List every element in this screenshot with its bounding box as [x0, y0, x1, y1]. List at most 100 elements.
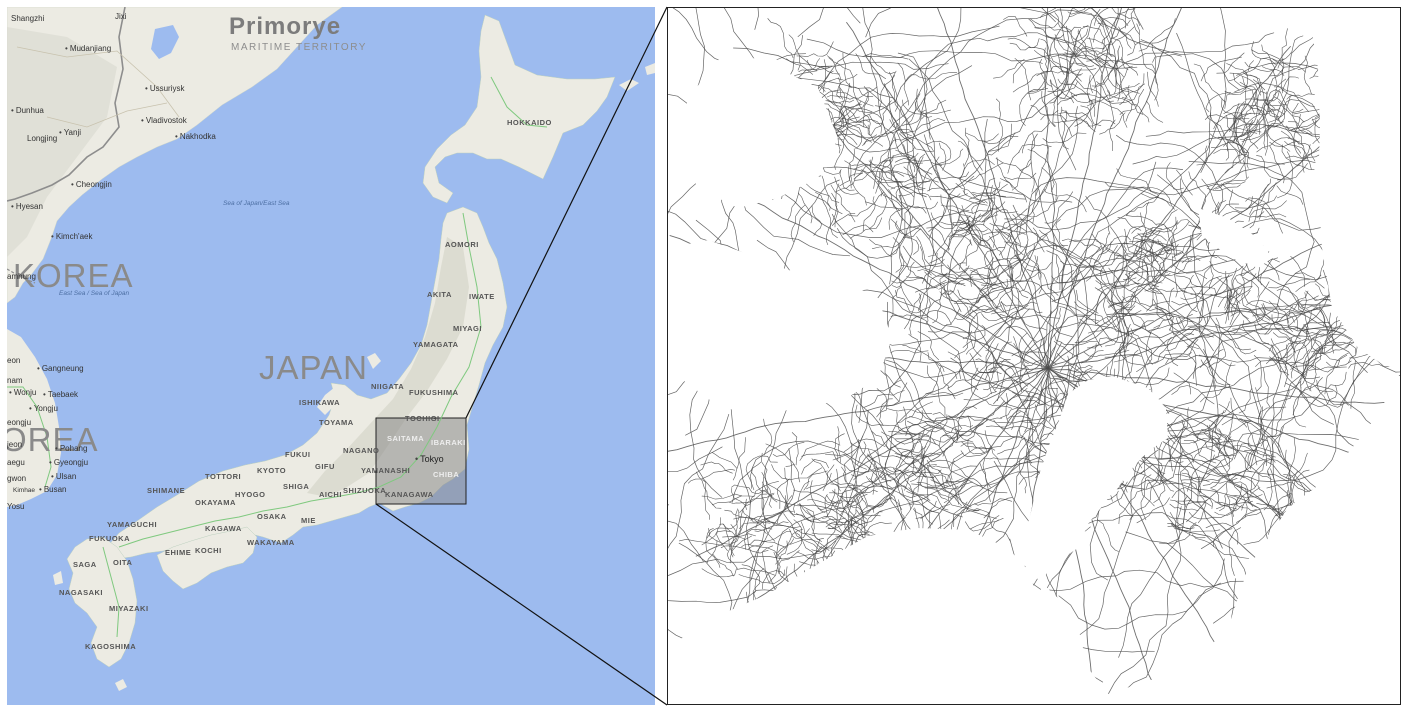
city-label[interactable]: aegu [7, 458, 25, 467]
prefecture-label-shizuoka[interactable]: Shizuoka [343, 486, 387, 495]
prefecture-label-yamagata[interactable]: Yamagata [413, 340, 459, 349]
road-segment [918, 290, 947, 313]
road-segment [989, 236, 1014, 280]
road-segment [1005, 393, 1009, 423]
prefecture-label-iwate[interactable]: Iwate [469, 292, 495, 301]
city-label[interactable]: jeon [7, 440, 23, 449]
city-label[interactable]: Gyeongju [49, 459, 88, 467]
road-segment [1303, 357, 1319, 392]
prefecture-label-ibaraki[interactable]: Ibaraki [431, 438, 466, 447]
prefecture-label-tochigi[interactable]: Tochigi [405, 414, 440, 423]
city-label[interactable]: Taebaek [43, 391, 78, 399]
road-segment [917, 366, 942, 399]
road-segment [895, 157, 932, 163]
prefecture-label-aichi[interactable]: Aichi [319, 490, 342, 499]
road-segment [1266, 102, 1300, 130]
prefecture-label-yamaguchi[interactable]: Yamaguchi [107, 520, 158, 529]
prefecture-label-kochi[interactable]: Kochi [195, 546, 222, 555]
city-label[interactable]: Shangzhi [11, 14, 45, 23]
road-segment [1188, 171, 1206, 212]
prefecture-label-niigata[interactable]: Niigata [371, 382, 405, 391]
prefecture-label-ishikawa[interactable]: Ishikawa [299, 398, 341, 407]
city-label[interactable]: Yosu [7, 502, 25, 511]
prefecture-label-ehime[interactable]: Ehime [165, 548, 192, 557]
city-label[interactable]: Gangneung [37, 365, 84, 373]
prefecture-label-shiga[interactable]: Shiga [283, 482, 310, 491]
city-label[interactable]: Longjing [27, 134, 58, 143]
city-label[interactable]: Nakhodka [175, 133, 216, 141]
prefecture-label-kagawa[interactable]: Kagawa [205, 524, 242, 533]
city-label[interactable]: amhung [7, 272, 36, 281]
prefecture-label-osaka[interactable]: Osaka [257, 512, 287, 521]
city-label[interactable]: Kimhae [13, 487, 36, 494]
prefecture-label-kagoshima[interactable]: Kagoshima [85, 642, 137, 651]
prefecture-label-saga[interactable]: Saga [73, 560, 97, 569]
city-label[interactable]: Wonju [9, 389, 37, 397]
prefecture-label-mie[interactable]: Mie [301, 516, 316, 525]
city-label[interactable]: gwon [7, 474, 27, 483]
prefecture-label-fukushima[interactable]: Fukushima [409, 388, 459, 397]
road-segment [803, 470, 828, 491]
prefecture-label-fukui[interactable]: Fukui [285, 450, 311, 459]
prefecture-label-tottori[interactable]: Tottori [205, 472, 242, 481]
road-segment [1228, 331, 1257, 355]
prefecture-label-aomori[interactable]: Aomori [445, 240, 479, 249]
prefecture-label-yamanashi[interactable]: Yamanashi [361, 466, 411, 475]
prefecture-label-miyazaki[interactable]: Miyazaki [109, 604, 149, 613]
road-segment [1276, 185, 1304, 205]
prefecture-label-nagasaki[interactable]: Nagasaki [59, 588, 104, 597]
road-segment [1223, 121, 1254, 147]
prefecture-label-toyama[interactable]: Toyama [319, 418, 354, 427]
road-segment [1074, 369, 1114, 379]
prefecture-label-miyagi[interactable]: Miyagi [453, 324, 482, 333]
city-label[interactable]: eon [7, 356, 21, 365]
city-label-tokyo[interactable]: Tokyo [415, 455, 444, 464]
prefecture-label-kyoto[interactable]: Kyoto [257, 466, 287, 475]
road-segment [839, 173, 863, 187]
city-label[interactable]: Ussuriysk [145, 85, 185, 93]
prefecture-label-fukuoka[interactable]: Fukuoka [89, 534, 130, 543]
road-segment [1171, 385, 1215, 405]
city-label[interactable]: Mudanjiang [65, 45, 111, 53]
road-segment [1230, 307, 1271, 321]
city-label[interactable]: eongju [7, 418, 32, 427]
road-segment [916, 482, 959, 490]
korea-peninsula [7, 329, 61, 507]
prefecture-label-wakayama[interactable]: Wakayama [247, 538, 295, 547]
japan-map[interactable]: Primorye Maritime Territory Korea orea J… [7, 7, 655, 705]
city-label[interactable]: Vladivostok [141, 117, 187, 125]
road-segment [723, 8, 894, 99]
road-segment [1289, 469, 1310, 506]
kanto-road-network[interactable] [667, 7, 1401, 705]
city-label[interactable]: Hyesan [11, 203, 43, 211]
prefecture-label-oita[interactable]: Oita [113, 558, 133, 567]
prefecture-label-akita[interactable]: Akita [427, 290, 452, 299]
prefecture-label-nagano[interactable]: Nagano [343, 446, 380, 455]
prefecture-label-saitama[interactable]: Saitama [387, 434, 425, 443]
city-label[interactable]: Yongju [29, 405, 58, 413]
city-label[interactable]: nam [7, 376, 23, 385]
road-segment [1047, 8, 1122, 369]
city-label[interactable]: Yanji [59, 129, 81, 137]
city-label[interactable]: Busan [39, 486, 67, 494]
prefecture-label-hyogo[interactable]: Hyogo [235, 490, 266, 499]
road-segment [869, 193, 888, 230]
city-label[interactable]: Jixi [115, 12, 127, 21]
city-label[interactable]: Dunhua [11, 107, 44, 115]
road-segment [987, 278, 1009, 302]
city-label[interactable]: Kimch'aek [51, 233, 93, 241]
road-segment [1210, 133, 1249, 154]
prefecture-label-hokkaido[interactable]: Hokkaido [507, 118, 552, 127]
road-segment [796, 551, 831, 560]
city-label[interactable]: Pohang [55, 445, 88, 453]
city-label[interactable]: Cheongjin [71, 181, 112, 189]
prefecture-label-shimane[interactable]: Shimane [147, 486, 186, 495]
road-segment [1299, 385, 1338, 407]
prefecture-label-chiba[interactable]: Chiba [433, 470, 460, 479]
prefecture-label-kanagawa[interactable]: Kanagawa [385, 490, 434, 499]
city-label[interactable]: Ulsan [51, 473, 76, 481]
prefecture-label-gifu[interactable]: Gifu [315, 462, 335, 471]
road-segment [1117, 217, 1142, 231]
prefecture-label-okayama[interactable]: Okayama [195, 498, 236, 507]
road-segment [1186, 235, 1192, 262]
